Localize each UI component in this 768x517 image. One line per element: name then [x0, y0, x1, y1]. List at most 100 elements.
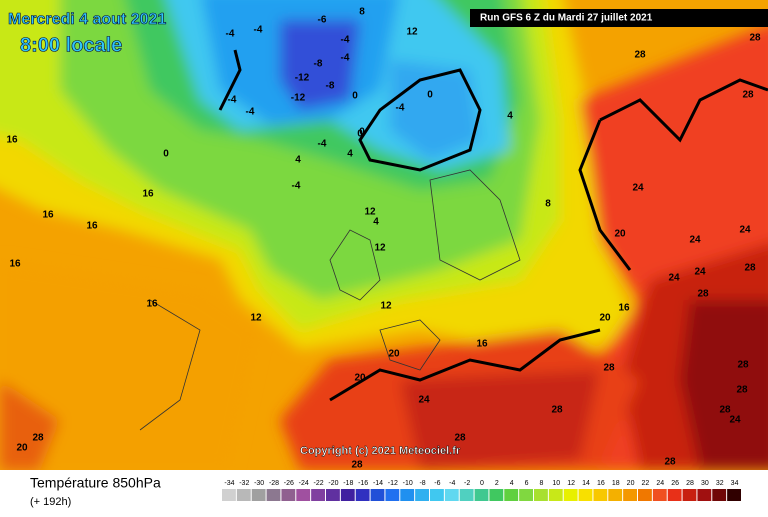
- contour-label: -4: [254, 25, 263, 36]
- legend-swatch: [370, 489, 385, 501]
- legend-swatch: [682, 489, 697, 501]
- footer-lead: (+ 192h): [30, 496, 71, 508]
- contour-label: 12: [406, 27, 418, 38]
- contour-label: 20: [599, 313, 611, 324]
- legend-swatch: [311, 489, 325, 501]
- legend-swatch: [504, 489, 519, 501]
- contour-label: -8: [314, 59, 323, 70]
- legend-label: 24: [656, 480, 664, 487]
- contour-label: -4: [341, 53, 350, 64]
- footer-title: Température 850hPa: [30, 475, 161, 491]
- contour-label: 16: [42, 210, 54, 221]
- legend-label: 4: [510, 480, 514, 487]
- contour-labels: -4 -4-6-4-8-12-12-8-4-4-4 -4000-40-4840441…: [6, 7, 761, 471]
- local-time: 8:00 locale: [20, 34, 122, 56]
- contour-label: 28: [737, 360, 749, 371]
- legend-swatch: [667, 489, 682, 501]
- legend-label: 2: [495, 480, 499, 487]
- legend-label: -28: [269, 480, 279, 487]
- contour-label: 28: [551, 405, 563, 416]
- legend-label: 32: [716, 480, 724, 487]
- contour-label: 4: [373, 217, 379, 228]
- contour-label: 24: [694, 267, 706, 278]
- legend-label: -22: [314, 480, 324, 487]
- contour-label: 8: [359, 7, 365, 18]
- contour-label: -4: [292, 181, 301, 192]
- contour-label: 28: [32, 433, 44, 444]
- run-box: [470, 9, 768, 27]
- legend-swatch: [638, 489, 652, 501]
- legend-swatch: [593, 489, 608, 501]
- legend-swatch: [236, 489, 251, 501]
- contour-label: 20: [614, 229, 626, 240]
- contour-label: 12: [374, 243, 386, 254]
- contour-label: 4: [295, 155, 301, 166]
- copyright: Copyright (c) 2021 Meteociel.fr: [300, 445, 461, 457]
- legend-label: -8: [419, 480, 425, 487]
- coastlines: [139, 169, 521, 431]
- legend-label: -14: [373, 480, 383, 487]
- legend-label: 18: [612, 480, 620, 487]
- contour-label: 28: [736, 385, 748, 396]
- legend-label: 0: [480, 480, 484, 487]
- contour-label: 0: [163, 149, 169, 160]
- contour-label: 16: [86, 221, 98, 232]
- contour-label: 20: [354, 373, 366, 384]
- legend-swatch: [608, 489, 623, 501]
- contour-label: 28: [664, 457, 676, 468]
- legend-swatch: [489, 489, 504, 501]
- legend-label: -18: [343, 480, 353, 487]
- contour-label: 24: [729, 415, 741, 426]
- contour-label: -12: [295, 73, 310, 84]
- contour-label: 28: [454, 433, 466, 444]
- contour-label: 24: [668, 273, 680, 284]
- contour-label: 28: [351, 460, 363, 471]
- legend-swatch: [355, 489, 370, 501]
- legend-swatch: [326, 489, 340, 501]
- legend-swatch: [400, 489, 415, 501]
- legend-swatch: [534, 489, 548, 501]
- legend-label: 28: [686, 480, 694, 487]
- legend-label: 34: [731, 480, 739, 487]
- contour-label: 16: [6, 135, 18, 146]
- contour-label: -4: [246, 107, 255, 118]
- legend-label: 8: [539, 480, 543, 487]
- legend-label: -12: [388, 480, 398, 487]
- legend-swatch: [727, 489, 741, 501]
- contour-label: 0: [357, 129, 363, 140]
- contour-label: -12: [291, 93, 306, 104]
- contour-label: 16: [476, 339, 488, 350]
- legend-label: -34: [224, 480, 234, 487]
- legend-swatch: [697, 489, 712, 501]
- contour-label: 20: [16, 443, 28, 454]
- contour-label: 24: [632, 183, 644, 194]
- legend-swatch: [578, 489, 593, 501]
- contour-label: 12: [380, 301, 392, 312]
- contour-label: 28: [742, 90, 754, 101]
- legend-label: -16: [358, 480, 368, 487]
- run-info: Run GFS 6 Z du Mardi 27 juillet 2021: [480, 13, 653, 24]
- legend-swatch: [623, 489, 637, 501]
- contour-label: 4: [347, 149, 353, 160]
- legend-swatch: [519, 489, 533, 501]
- contour-label: 28: [749, 33, 761, 44]
- legend-swatch: [266, 489, 281, 501]
- contour-label: 16: [9, 259, 21, 270]
- legend-label: -30: [254, 480, 264, 487]
- legend-label: -2: [464, 480, 470, 487]
- contour-label: 0: [352, 91, 358, 102]
- contour-label: -4: [318, 139, 327, 150]
- contour-label: 12: [364, 207, 376, 218]
- legend-swatch: [251, 489, 266, 501]
- contour-label: -4: [226, 29, 235, 40]
- legend-label: 30: [701, 480, 709, 487]
- legend-swatch: [563, 489, 578, 501]
- contour-label: 8: [545, 199, 551, 210]
- legend-swatch: [474, 489, 489, 501]
- contour-label: 20: [388, 349, 400, 360]
- contour-label: 0: [427, 90, 433, 101]
- legend-swatch: [415, 489, 429, 501]
- legend-label: 12: [567, 480, 575, 487]
- contour-label: -4: [341, 35, 350, 46]
